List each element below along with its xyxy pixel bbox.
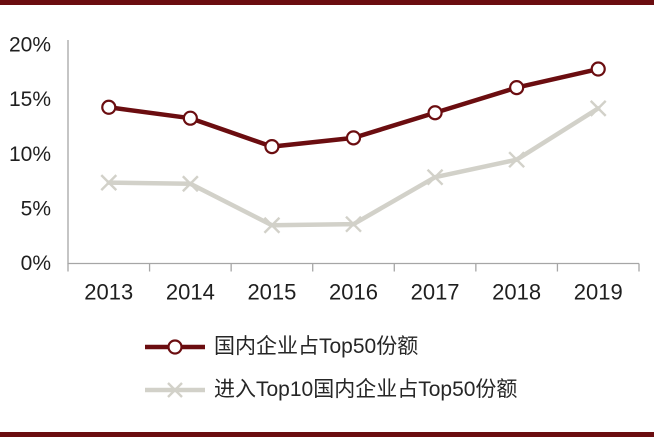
svg-text:2018: 2018 xyxy=(492,280,541,305)
legend-line-x-icon xyxy=(145,382,205,398)
svg-text:20%: 20% xyxy=(9,34,51,57)
bottom-frame-line xyxy=(0,432,654,437)
legend-label-domestic-top50-share: 国内企业占Top50份额 xyxy=(214,335,419,358)
svg-text:15%: 15% xyxy=(9,88,51,111)
svg-text:10%: 10% xyxy=(9,143,51,166)
legend-item-domestic-top50-share: 国内企业占Top50份额 xyxy=(144,335,517,358)
svg-text:2017: 2017 xyxy=(411,280,460,305)
chart-legend: 国内企业占Top50份额 进入Top10国内企业占Top50份额 xyxy=(144,335,518,401)
line-chart: 0% 5% 10% 15% 20% 2013 2014 2015 2016 2017 2018 201… xyxy=(9,34,640,305)
svg-text:2015: 2015 xyxy=(247,280,296,305)
legend-line-circle-icon xyxy=(145,339,205,355)
svg-text:5%: 5% xyxy=(21,197,51,220)
svg-text:2014: 2014 xyxy=(166,280,215,305)
svg-text:0%: 0% xyxy=(21,252,51,275)
legend-label-top10-domestic-top50-share: 进入Top10国内企业占Top50份额 xyxy=(214,378,518,401)
top-frame-line xyxy=(0,0,654,5)
svg-text:2016: 2016 xyxy=(329,280,378,305)
svg-text:2013: 2013 xyxy=(84,280,133,305)
legend-item-top10-domestic-top50-share: 进入Top10国内企业占Top50份额 xyxy=(144,378,518,401)
svg-text:2019: 2019 xyxy=(574,280,623,305)
